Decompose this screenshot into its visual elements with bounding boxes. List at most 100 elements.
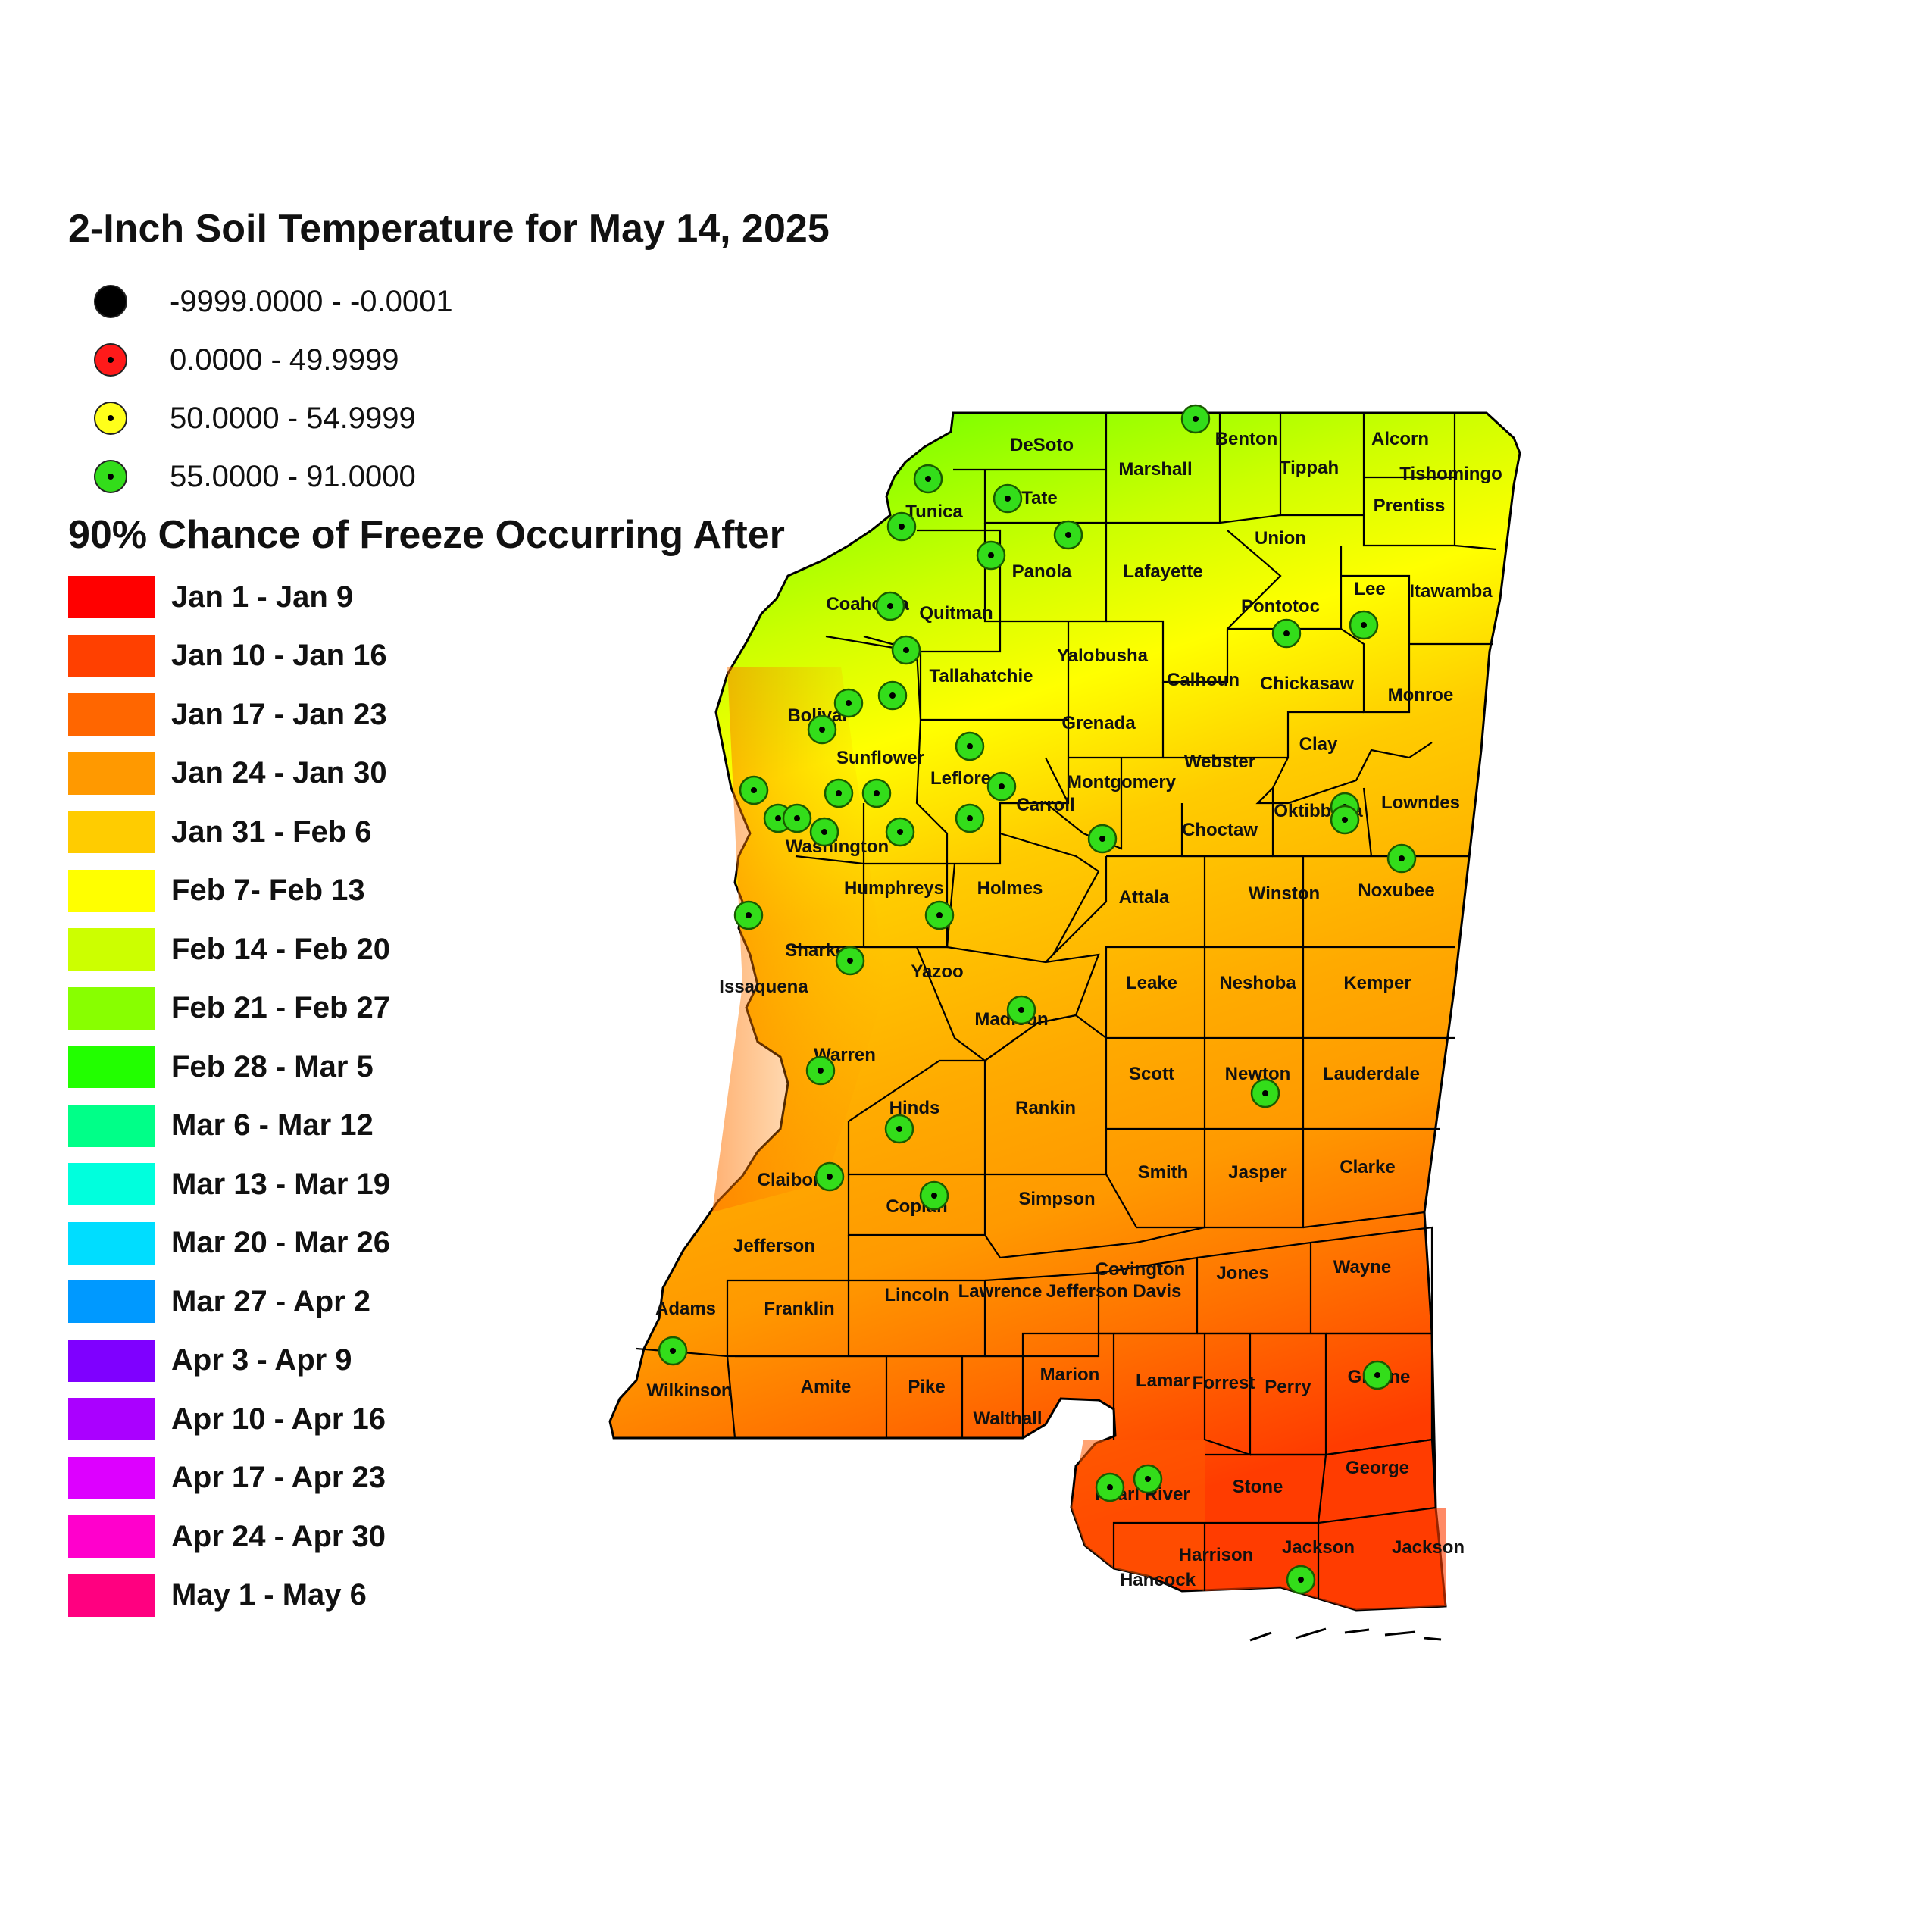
county-label: Grenada	[1061, 713, 1136, 733]
county-label: Amite	[801, 1377, 852, 1397]
freeze-legend-label: Jan 10 - Jan 16	[171, 639, 387, 672]
freeze-color-swatch	[68, 1046, 155, 1088]
station-marker	[886, 511, 917, 542]
soil-legend-label: -9999.0000 - -0.0001	[170, 284, 453, 318]
county-label: Tippah	[1280, 458, 1339, 478]
soil-legend-item: -9999.0000 - -0.0001	[94, 279, 453, 324]
county-label: Benton	[1215, 429, 1278, 449]
freeze-legend-label: Mar 20 - Mar 26	[171, 1226, 391, 1259]
county-label: Monroe	[1388, 685, 1454, 705]
soil-legend-label: 0.0000 - 49.9999	[170, 342, 399, 377]
station-marker	[924, 900, 955, 930]
county-label: Simpson	[1018, 1189, 1095, 1209]
station-marker	[835, 946, 865, 976]
freeze-color-swatch	[68, 1221, 155, 1265]
soil-legend-label: 50.0000 - 54.9999	[170, 401, 416, 435]
freeze-legend-label: Mar 13 - Mar 19	[171, 1167, 391, 1201]
soil-legend-item: 50.0000 - 54.9999	[94, 395, 416, 441]
station-marker	[1087, 824, 1118, 854]
freeze-color-swatch	[68, 1280, 155, 1323]
county-label: Marshall	[1118, 459, 1192, 480]
station-marker	[885, 817, 915, 847]
freeze-color-swatch	[68, 1163, 155, 1205]
county-label: Sunflower	[836, 748, 924, 768]
station-marker	[891, 635, 921, 665]
county-label: Yazoo	[911, 961, 963, 982]
county-label: Union	[1255, 528, 1306, 549]
freeze-color-swatch	[68, 1398, 155, 1440]
station-marker	[1053, 520, 1083, 550]
county-label: Montgomery	[1067, 772, 1177, 792]
freeze-legend-item: Feb 21 - Feb 27	[68, 986, 390, 1031]
freeze-legend-item: Feb 14 - Feb 20	[68, 927, 390, 972]
station-marker	[875, 591, 905, 621]
map-title: 2-Inch Soil Temperature for May 14, 2025	[68, 207, 830, 251]
county-label: Stone	[1233, 1477, 1283, 1497]
station-marker	[1330, 805, 1360, 835]
county-label: Humphreys	[844, 878, 944, 899]
county-label: Lee	[1354, 579, 1385, 599]
county-label: Smith	[1138, 1162, 1189, 1183]
county-label: Yalobusha	[1057, 646, 1149, 666]
station-marker	[861, 778, 892, 808]
county-label: Issaquena	[719, 977, 808, 997]
freeze-legend-label: Jan 31 - Feb 6	[171, 814, 372, 849]
red-dot-icon	[94, 343, 127, 377]
county-label: Jackson	[1392, 1537, 1465, 1558]
soil-temperature-stations	[658, 404, 1417, 1595]
county-label: Calhoun	[1167, 670, 1240, 690]
freeze-legend-item: Feb 28 - Mar 5	[68, 1044, 374, 1089]
county-label: Lauderdale	[1323, 1064, 1420, 1084]
freeze-color-swatch	[68, 928, 155, 971]
county-label: Lowndes	[1381, 792, 1460, 813]
freeze-legend-label: Feb 7- Feb 13	[171, 874, 365, 907]
station-marker	[1386, 843, 1417, 874]
freeze-legend-item: Mar 6 - Mar 12	[68, 1103, 374, 1149]
county-label: Scott	[1129, 1064, 1174, 1084]
freeze-legend-item: Mar 27 - Apr 2	[68, 1279, 370, 1324]
county-label: Jefferson	[733, 1236, 815, 1256]
county-boundaries	[636, 413, 1497, 1599]
county-label: Pike	[908, 1377, 945, 1397]
county-label: Alcorn	[1371, 429, 1429, 449]
station-marker	[1271, 618, 1302, 649]
freeze-legend-item: Jan 10 - Jan 16	[68, 633, 387, 679]
station-marker	[1095, 1472, 1125, 1502]
county-label: Choctaw	[1182, 820, 1258, 840]
station-marker	[913, 464, 943, 494]
county-label: Carroll	[1016, 795, 1074, 815]
county-label: Rankin	[1015, 1098, 1076, 1118]
freeze-color-swatch	[68, 1574, 155, 1617]
freeze-color-swatch	[68, 1456, 155, 1499]
station-marker	[1362, 1360, 1393, 1390]
county-label: Pontotoc	[1241, 596, 1320, 617]
station-marker	[919, 1180, 949, 1211]
county-label: Jones	[1216, 1263, 1268, 1283]
county-label: Attala	[1119, 887, 1170, 908]
freeze-color-swatch	[68, 811, 155, 853]
county-label: Newton	[1225, 1064, 1291, 1084]
freeze-legend-item: Mar 20 - Mar 26	[68, 1221, 390, 1266]
station-marker	[739, 775, 769, 805]
station-marker	[955, 731, 985, 761]
freeze-legend-item: Mar 13 - Mar 19	[68, 1161, 390, 1207]
county-label: Leake	[1126, 973, 1177, 993]
station-marker	[1349, 610, 1379, 640]
freeze-legend-item: Jan 24 - Jan 30	[68, 751, 387, 796]
county-label: Forrest	[1193, 1373, 1255, 1393]
freeze-legend-item: Jan 31 - Feb 6	[68, 809, 372, 855]
station-marker	[986, 771, 1017, 802]
station-marker	[1286, 1565, 1316, 1595]
station-marker	[976, 540, 1006, 571]
freeze-legend-label: Apr 17 - Apr 23	[171, 1461, 386, 1494]
county-label: Jasper	[1228, 1162, 1286, 1183]
county-label: Leflore	[930, 768, 991, 789]
county-label: Kemper	[1343, 973, 1411, 993]
station-marker	[1180, 404, 1211, 434]
freeze-color-swatch	[68, 634, 155, 677]
freeze-color-swatch	[68, 693, 155, 736]
county-label: Tate	[1021, 488, 1058, 508]
county-label: Neshoba	[1219, 973, 1296, 993]
